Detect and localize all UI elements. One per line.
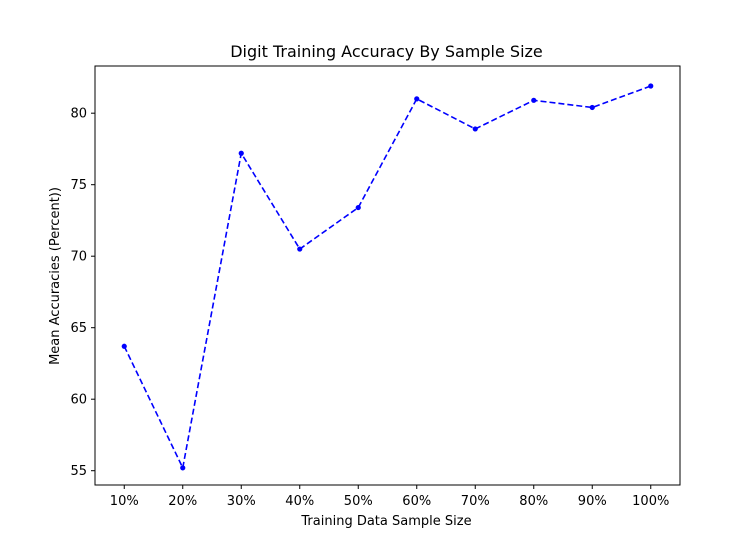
x-tick-label: 30% [227, 494, 256, 509]
y-tick-label: 70 [70, 250, 87, 265]
y-tick-label: 55 [70, 464, 87, 479]
x-tick-label: 60% [402, 494, 431, 509]
plot-frame [94, 65, 681, 486]
data-point [121, 343, 127, 349]
data-point [414, 96, 420, 102]
data-point [589, 104, 595, 111]
x-tick-label: 50% [344, 494, 373, 509]
data-point [472, 126, 478, 132]
x-tick-label: 10% [110, 494, 139, 509]
plot-area: 55 60 65 70 75 80 10% 20% 30% 40% 50% 60% 70% 80% 90% 1… [70, 65, 681, 509]
data-point [297, 246, 303, 252]
x-tick-label: 70% [461, 494, 490, 509]
series-line [123, 85, 652, 471]
data-point [180, 465, 186, 471]
x-tick-label: 80% [519, 494, 548, 509]
x-axis-title: Training Data Sample Size [300, 514, 471, 529]
data-point [238, 150, 244, 156]
y-tick-label: 60 [70, 393, 87, 408]
x-tick-label: 100% [632, 494, 669, 509]
y-tick-label: 80 [70, 107, 87, 122]
data-point [648, 83, 654, 89]
x-tick-label: 90% [578, 494, 607, 509]
data-point [355, 204, 361, 211]
x-tick-label: 40% [285, 494, 314, 509]
chart-title: Digit Training Accuracy By Sample Size [230, 42, 543, 61]
data-point [531, 97, 537, 103]
y-tick-label: 75 [70, 178, 87, 193]
x-tick-label: 20% [168, 494, 197, 509]
y-axis-title: Mean Accuracies (Percent)) [48, 187, 63, 365]
y-tick-label: 65 [70, 321, 87, 336]
